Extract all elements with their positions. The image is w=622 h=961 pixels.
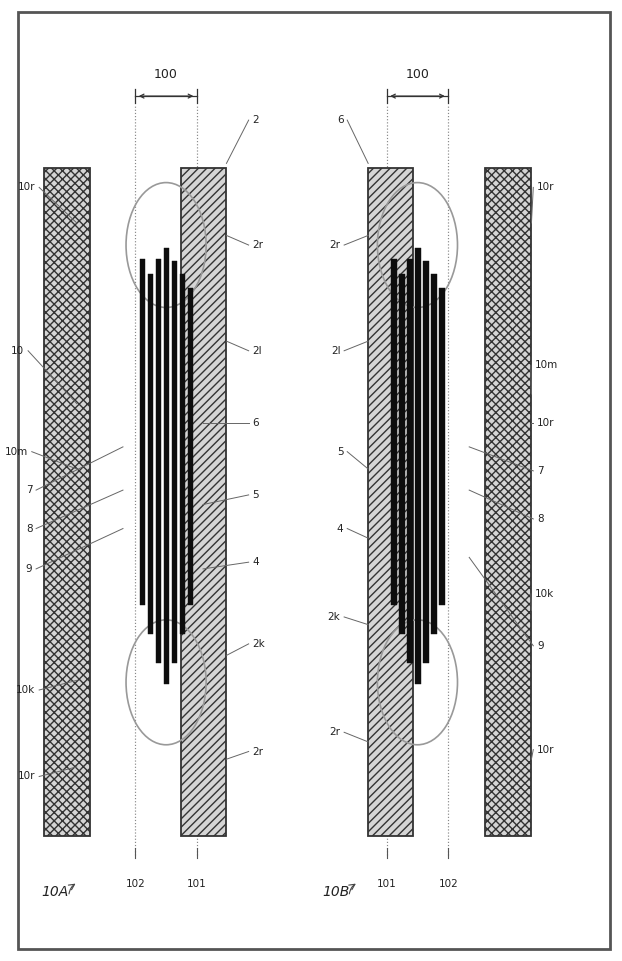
Text: 10m: 10m xyxy=(534,360,558,370)
Text: 7: 7 xyxy=(26,485,32,495)
Bar xyxy=(172,261,177,663)
Bar xyxy=(407,259,413,663)
Bar xyxy=(180,274,185,634)
Text: 8: 8 xyxy=(26,524,32,533)
Bar xyxy=(182,168,226,836)
Text: 8: 8 xyxy=(537,514,544,524)
Bar xyxy=(391,259,397,605)
Text: 10r: 10r xyxy=(18,772,35,781)
Bar xyxy=(148,274,154,634)
Bar xyxy=(415,248,421,684)
Text: 2l: 2l xyxy=(253,346,262,356)
Text: 10r: 10r xyxy=(537,418,554,428)
Text: 10: 10 xyxy=(11,346,24,356)
Text: 102: 102 xyxy=(126,879,145,889)
Text: 7: 7 xyxy=(537,466,544,476)
Text: 101: 101 xyxy=(187,879,207,889)
Bar xyxy=(164,248,169,684)
Text: 2r: 2r xyxy=(330,727,340,737)
Text: 10m: 10m xyxy=(5,447,28,456)
Text: 5: 5 xyxy=(253,490,259,500)
Text: 2r: 2r xyxy=(253,747,263,756)
Bar xyxy=(44,168,90,836)
Text: 9: 9 xyxy=(537,641,544,651)
Text: 5: 5 xyxy=(337,447,343,456)
Text: 9: 9 xyxy=(26,564,32,574)
Text: 10B: 10B xyxy=(322,885,349,899)
Text: 10r: 10r xyxy=(18,183,35,192)
Bar xyxy=(439,288,445,605)
Text: 4: 4 xyxy=(253,557,259,567)
Bar xyxy=(188,288,193,605)
Text: 100: 100 xyxy=(154,67,178,81)
Text: 6: 6 xyxy=(337,115,343,125)
Text: 10r: 10r xyxy=(537,183,554,192)
Bar xyxy=(368,168,412,836)
Text: 10k: 10k xyxy=(16,685,35,695)
Bar xyxy=(431,274,437,634)
Text: 2k: 2k xyxy=(253,639,265,649)
Text: 2r: 2r xyxy=(253,240,263,250)
Text: 6: 6 xyxy=(253,418,259,428)
Bar xyxy=(156,259,162,663)
Text: 2k: 2k xyxy=(328,612,340,622)
Text: 101: 101 xyxy=(377,879,396,889)
Text: 4: 4 xyxy=(337,524,343,533)
Bar xyxy=(399,274,405,634)
Text: 10A: 10A xyxy=(42,885,69,899)
Text: 10k: 10k xyxy=(534,589,554,599)
Text: 100: 100 xyxy=(406,67,429,81)
Bar xyxy=(485,168,531,836)
Text: 2l: 2l xyxy=(331,346,340,356)
Text: 2r: 2r xyxy=(330,240,340,250)
Bar xyxy=(140,259,146,605)
Text: 10r: 10r xyxy=(537,745,554,754)
Text: 2: 2 xyxy=(253,115,259,125)
Bar xyxy=(424,261,429,663)
Text: 102: 102 xyxy=(439,879,458,889)
